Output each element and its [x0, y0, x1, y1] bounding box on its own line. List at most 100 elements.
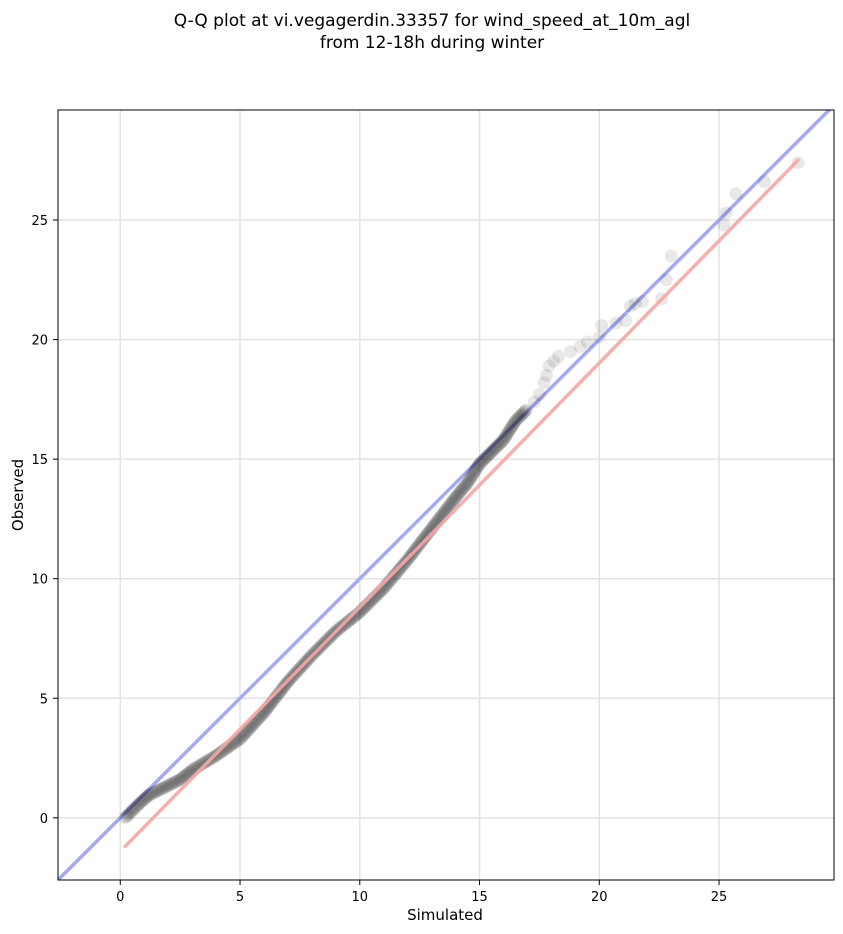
quantile-point	[143, 787, 157, 801]
quantile-point	[478, 451, 492, 465]
quantile-point	[385, 571, 399, 585]
quantile-point	[515, 407, 529, 421]
quantile-point	[162, 778, 176, 792]
quantile-point	[482, 447, 496, 461]
quantile-point	[461, 476, 475, 490]
quantile-point	[514, 408, 528, 422]
quantile-point	[580, 335, 594, 349]
quantile-point	[505, 419, 519, 433]
quantile-point	[628, 297, 642, 311]
quantile-point	[502, 425, 516, 439]
quantile-point	[489, 441, 503, 455]
quantile-point	[119, 810, 133, 824]
quantile-point	[564, 345, 578, 359]
quantile-point	[537, 376, 551, 390]
quantile-point	[389, 566, 403, 580]
quantile-point	[460, 477, 474, 491]
quantile-point	[128, 801, 142, 815]
quantile-point	[542, 359, 556, 373]
y-tick-label: 20	[31, 334, 48, 349]
quantile-point	[497, 432, 511, 446]
quantile-point	[464, 471, 478, 485]
quantile-point	[456, 482, 470, 496]
quantile-point	[196, 756, 210, 770]
quantile-point	[471, 460, 485, 474]
quantile-point	[149, 785, 163, 799]
quantile-point	[449, 490, 463, 504]
quantile-point	[386, 570, 400, 584]
quantile-point	[635, 294, 649, 308]
quantile-point	[461, 475, 475, 489]
quantile-point	[508, 415, 522, 429]
y-axis-label: Observed	[9, 459, 27, 531]
quantile-point	[391, 564, 405, 578]
x-tick-label: 25	[711, 890, 728, 905]
quantile-point	[466, 468, 480, 482]
quantile-point	[507, 417, 521, 431]
quantile-point	[235, 730, 249, 744]
quantile-point	[173, 773, 187, 787]
quantile-point	[552, 349, 566, 363]
quantile-point	[151, 784, 165, 798]
quantile-point	[168, 775, 182, 789]
reference-line	[58, 110, 832, 880]
quantile-point	[142, 788, 156, 802]
quantile-point	[451, 488, 465, 502]
quantile-point	[415, 534, 429, 548]
quantile-point	[508, 414, 522, 428]
quantile-point	[465, 469, 479, 483]
quantile-point	[510, 413, 524, 427]
quantile-point	[469, 462, 483, 476]
quantile-point	[502, 423, 516, 437]
quantile-point	[467, 465, 481, 479]
quantile-point	[159, 780, 173, 794]
quantile-point	[124, 805, 138, 819]
quantile-point	[152, 783, 166, 797]
quantile-point	[198, 755, 212, 769]
quantile-point	[140, 790, 154, 804]
quantile-point	[154, 782, 168, 796]
quantile-point	[441, 500, 455, 514]
quantile-point	[120, 808, 134, 822]
quantile-point	[457, 481, 471, 495]
quantile-point	[155, 782, 169, 796]
quantile-point	[416, 533, 430, 547]
quantile-point	[387, 569, 401, 583]
quantile-point	[273, 684, 287, 698]
quantile-point	[440, 502, 454, 516]
quantile-point	[447, 493, 461, 507]
quantile-point	[758, 175, 772, 189]
quantile-point	[388, 568, 402, 582]
plot-frame	[57, 109, 835, 881]
x-tick-label: 10	[352, 890, 369, 905]
quantile-point	[166, 776, 180, 790]
quantile-point	[178, 769, 192, 783]
quantile-point	[122, 807, 136, 821]
quantile-point	[238, 726, 252, 740]
quantile-point	[517, 405, 531, 419]
quantile-point	[232, 733, 246, 747]
quantile-point	[442, 499, 456, 513]
grid-lines	[58, 110, 834, 880]
quantile-point	[233, 732, 247, 746]
quantile-point	[450, 489, 464, 503]
quantile-point	[174, 772, 188, 786]
quantile-point	[132, 796, 146, 810]
quantile-point	[161, 779, 175, 793]
quantile-point	[444, 497, 458, 511]
quantile-point	[454, 484, 468, 498]
quantile-point	[452, 487, 466, 501]
quantile-point	[468, 464, 482, 478]
quantile-point	[595, 318, 609, 332]
quantile-point	[729, 187, 743, 201]
y-tick-label: 25	[31, 214, 48, 229]
quantile-point	[448, 492, 462, 506]
chart-title-line-1: Q-Q plot at vi.vegagerdin.33357 for wind…	[174, 11, 690, 31]
quantile-point	[145, 787, 159, 801]
quantile-point	[169, 775, 183, 789]
plot-content	[58, 110, 832, 880]
quantile-point	[344, 612, 358, 626]
quantile-point	[417, 531, 431, 545]
y-tick-label: 0	[40, 812, 48, 827]
